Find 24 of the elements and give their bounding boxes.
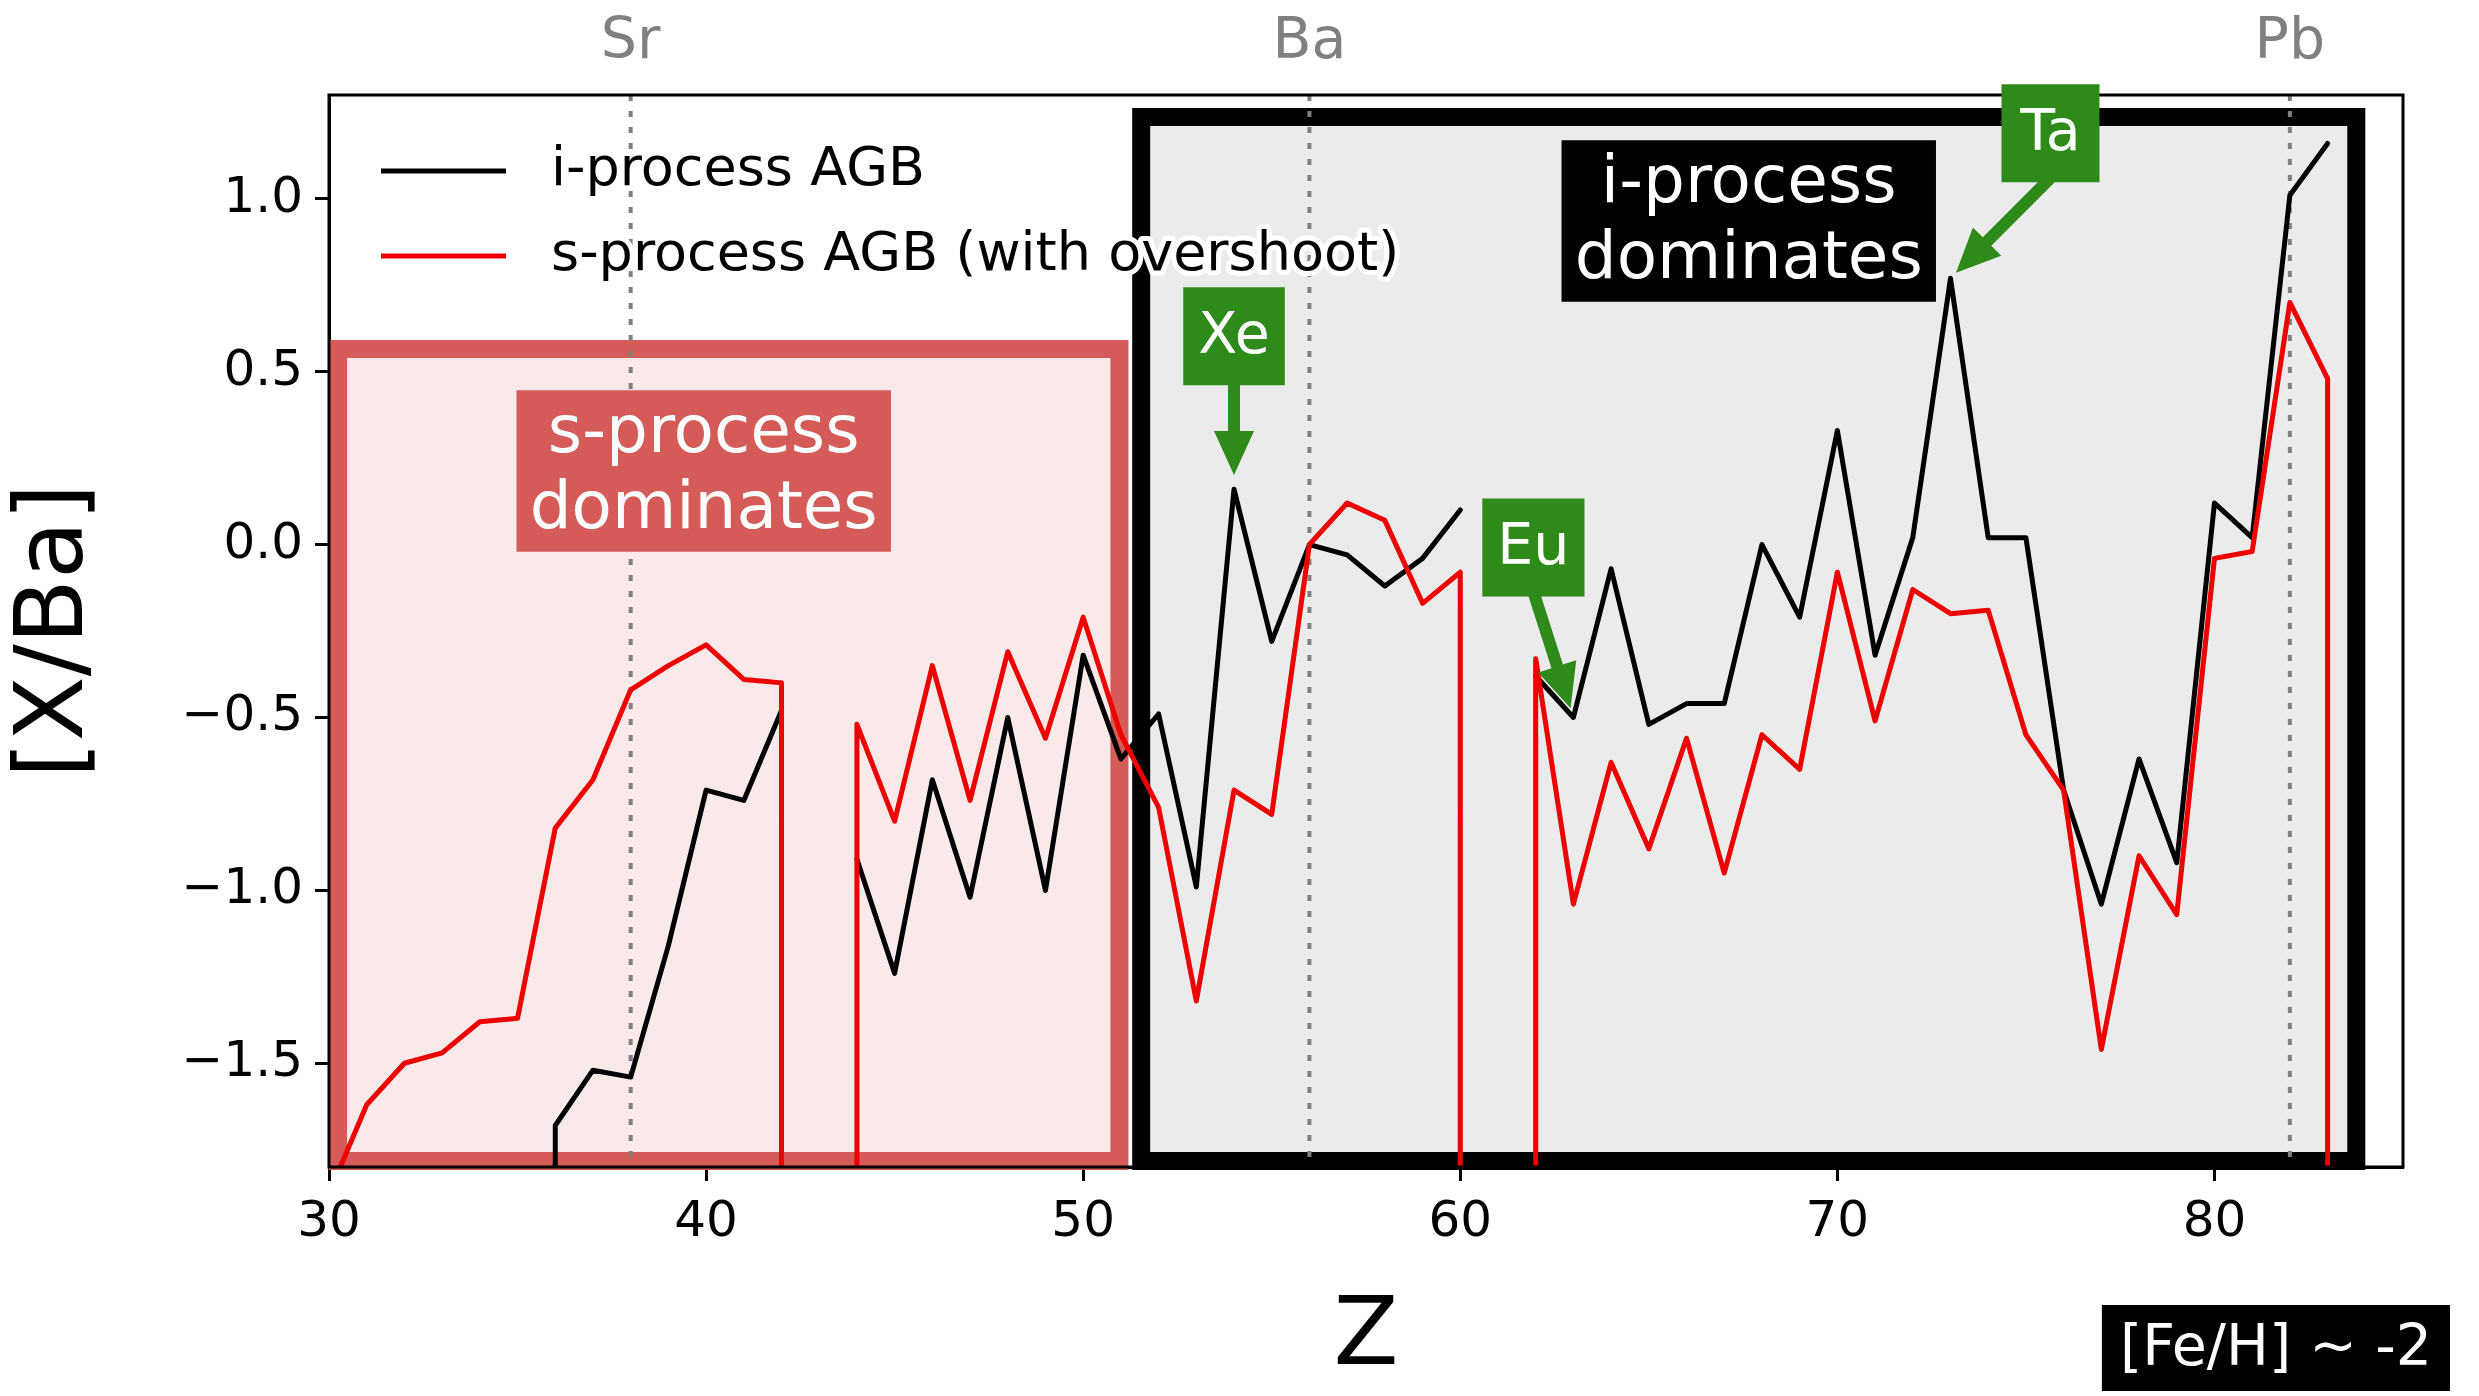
annotation: Eu bbox=[1497, 511, 1570, 578]
x-tick-label: 60 bbox=[1428, 1189, 1493, 1248]
ref-line-label: Pb bbox=[2254, 4, 2326, 71]
y-axis-title: [X/Ba] bbox=[0, 483, 104, 779]
x-tick-label: 70 bbox=[1805, 1189, 1870, 1248]
text: [Fe/H] ~ -2 bbox=[2119, 1311, 2432, 1378]
x-tick-label: 40 bbox=[674, 1189, 738, 1248]
ref-line-label: Sr bbox=[600, 4, 662, 71]
y-tick-label: 1.0 bbox=[223, 165, 303, 224]
annotation: Xe bbox=[1198, 300, 1270, 367]
x-tick-label: 30 bbox=[297, 1189, 361, 1248]
legend-label: i-process AGB bbox=[551, 135, 926, 199]
y-tick-label: −0.5 bbox=[181, 684, 303, 743]
ref-line-label: Ba bbox=[1272, 4, 1347, 71]
band-label: s-process dominates bbox=[529, 390, 878, 544]
x-axis-title: Z bbox=[1333, 1275, 1399, 1386]
y-tick-label: 0.5 bbox=[223, 338, 303, 397]
y-tick-label: 0.0 bbox=[223, 511, 303, 570]
y-tick-label: −1.5 bbox=[181, 1030, 303, 1089]
x-tick-label: 50 bbox=[1051, 1189, 1115, 1248]
x-tick-label: 80 bbox=[2182, 1189, 2247, 1248]
annotation: Ta bbox=[2019, 97, 2081, 164]
band-label: i-process dominates bbox=[1574, 140, 1923, 294]
y-tick-label: −1.0 bbox=[181, 857, 303, 916]
